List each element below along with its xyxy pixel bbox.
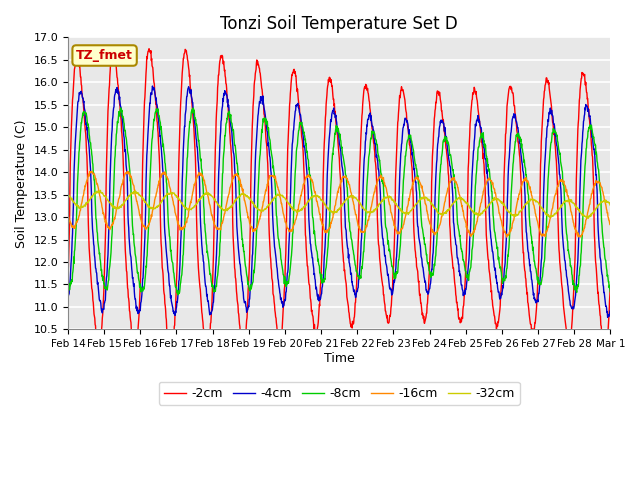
- Y-axis label: Soil Temperature (C): Soil Temperature (C): [15, 119, 28, 248]
- -16cm: [246, 220, 253, 226]
- -2cm: [246, 236, 254, 241]
- -8cm: [607, 289, 614, 295]
- -4cm: [607, 308, 614, 313]
- -16cm: [185, 207, 193, 213]
- -4cm: [172, 310, 180, 316]
- -32cm: [542, 211, 550, 216]
- -16cm: [607, 222, 614, 228]
- -4cm: [185, 85, 193, 91]
- Line: -16cm: -16cm: [68, 171, 611, 237]
- -8cm: [543, 218, 550, 224]
- -16cm: [503, 234, 511, 240]
- -8cm: [186, 125, 193, 131]
- -2cm: [172, 287, 180, 293]
- -32cm: [97, 188, 104, 193]
- -4cm: [495, 289, 502, 295]
- -2cm: [145, 46, 153, 52]
- Line: -4cm: -4cm: [68, 86, 611, 317]
- -16cm: [172, 212, 180, 218]
- -16cm: [124, 168, 132, 174]
- Title: Tonzi Soil Temperature Set D: Tonzi Soil Temperature Set D: [220, 15, 458, 33]
- -16cm: [543, 229, 550, 235]
- -8cm: [117, 105, 125, 111]
- -4cm: [148, 83, 156, 89]
- -16cm: [64, 213, 72, 218]
- -2cm: [424, 293, 432, 299]
- -32cm: [584, 216, 592, 221]
- -32cm: [495, 196, 502, 202]
- -32cm: [185, 206, 193, 212]
- -2cm: [186, 73, 193, 79]
- -16cm: [424, 211, 431, 216]
- Line: -32cm: -32cm: [68, 191, 611, 218]
- -4cm: [246, 296, 253, 302]
- -2cm: [64, 272, 72, 278]
- Line: -2cm: -2cm: [68, 49, 611, 354]
- -8cm: [424, 261, 432, 266]
- -8cm: [174, 292, 182, 298]
- -4cm: [604, 314, 611, 320]
- X-axis label: Time: Time: [324, 352, 355, 365]
- -4cm: [424, 288, 431, 294]
- -32cm: [246, 195, 253, 201]
- -32cm: [172, 192, 180, 198]
- -32cm: [64, 192, 72, 197]
- -32cm: [607, 203, 614, 208]
- -2cm: [543, 75, 550, 81]
- -4cm: [542, 135, 550, 141]
- Line: -8cm: -8cm: [68, 108, 611, 295]
- -4cm: [64, 296, 72, 302]
- -8cm: [495, 254, 502, 260]
- -8cm: [246, 288, 254, 293]
- -2cm: [495, 316, 502, 322]
- Legend: -2cm, -4cm, -8cm, -16cm, -32cm: -2cm, -4cm, -8cm, -16cm, -32cm: [159, 382, 520, 405]
- -2cm: [168, 351, 175, 357]
- -2cm: [607, 282, 614, 288]
- -16cm: [495, 204, 502, 210]
- -32cm: [424, 197, 431, 203]
- -8cm: [64, 282, 72, 288]
- Text: TZ_fmet: TZ_fmet: [76, 49, 133, 62]
- -8cm: [172, 284, 180, 289]
